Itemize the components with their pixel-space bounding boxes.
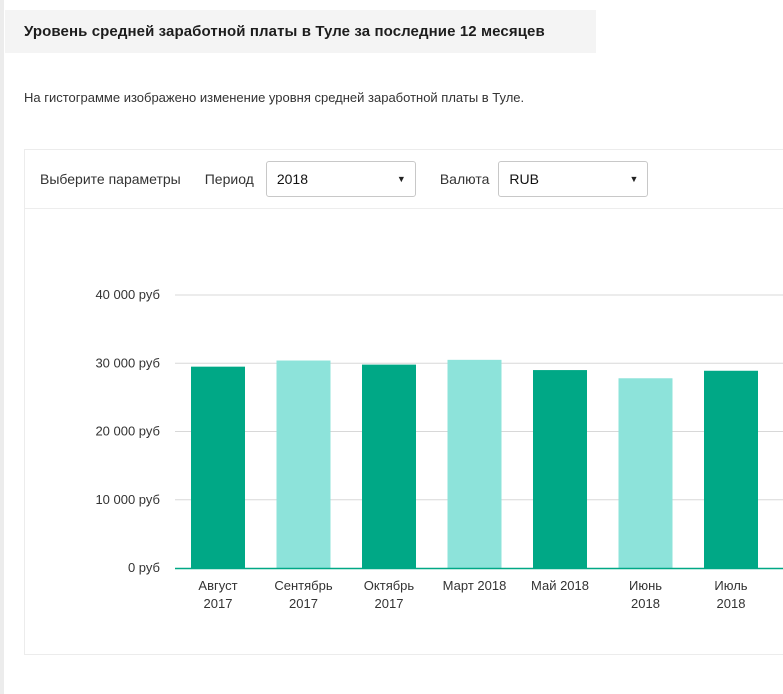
x-axis-labels: Август 2017 Сентябрь 2017 Октябрь 2017 Март 20…	[198, 578, 747, 611]
y-tick-label: 30 000 руб	[95, 355, 160, 370]
x-tick-label: Сентябрь 2017	[274, 578, 332, 611]
chart-description: На гистограмме изображено изменение уров…	[24, 90, 525, 105]
period-select[interactable]: 2018 ▼	[265, 161, 416, 197]
x-tick-label: Май 2018	[531, 578, 589, 593]
bar[interactable]	[276, 360, 331, 568]
period-select-value: 2018	[276, 171, 308, 187]
currency-label: Валюта	[439, 171, 490, 187]
y-tick-label: 0 руб	[128, 560, 160, 575]
x-tick-label: Июль 2018	[714, 578, 747, 611]
currency-select-value: RUB	[509, 171, 539, 187]
bar[interactable]	[704, 370, 758, 568]
y-axis-ticks: 0 руб 10 000 руб 20 000 руб 30 000 руб 40 00…	[95, 287, 160, 575]
chart-panel: Выберите параметры Период 2018 ▼ Валюта …	[24, 149, 783, 655]
chevron-down-icon: ▼	[629, 174, 639, 184]
bar[interactable]	[618, 378, 673, 568]
period-label: Период	[204, 171, 254, 187]
bar[interactable]	[533, 370, 587, 568]
x-tick-label: Март 2018	[443, 578, 507, 593]
currency-select[interactable]: RUB ▼	[498, 161, 649, 197]
bars	[191, 359, 758, 568]
x-tick-label: Июнь 2018	[629, 578, 662, 611]
parameters-label: Выберите параметры	[40, 171, 181, 187]
x-tick-label: Октябрь 2017	[364, 578, 415, 611]
x-tick-label: Август 2017	[198, 578, 237, 611]
salary-bar-chart: 0 руб 10 000 руб 20 000 руб 30 000 руб 40 00…	[95, 287, 783, 611]
page-title: Уровень средней заработной платы в Туле …	[5, 10, 596, 53]
bar[interactable]	[191, 366, 245, 568]
bar[interactable]	[447, 359, 502, 568]
y-tick-label: 20 000 руб	[95, 424, 160, 439]
y-tick-label: 10 000 руб	[95, 492, 160, 507]
left-border	[0, 0, 4, 694]
chevron-down-icon: ▼	[396, 174, 406, 184]
y-tick-label: 40 000 руб	[95, 287, 160, 302]
parameters-bar: Выберите параметры Период 2018 ▼ Валюта …	[25, 150, 783, 209]
bar[interactable]	[362, 364, 416, 568]
